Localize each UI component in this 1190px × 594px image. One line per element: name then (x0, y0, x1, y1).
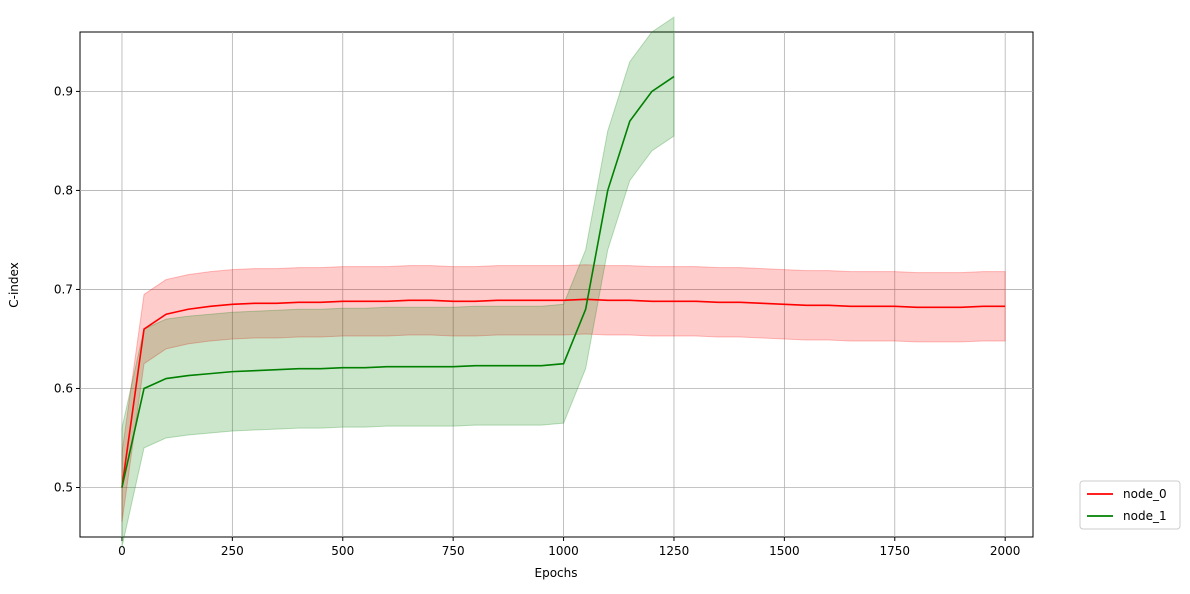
y-tick-label: 0.8 (54, 183, 73, 197)
x-tick-label: 0 (118, 544, 126, 558)
y-axis-label: C-index (7, 262, 21, 308)
x-tick-label: 250 (221, 544, 244, 558)
x-tick-label: 750 (442, 544, 465, 558)
legend-box (1079, 480, 1181, 530)
std-band (121, 16, 675, 548)
x-tick-label: 500 (331, 544, 354, 558)
grid (80, 32, 1033, 537)
x-axis-label: Epochs (535, 566, 578, 580)
line (121, 75, 675, 488)
std-band (121, 264, 1006, 523)
x-tick-label: 1750 (880, 544, 911, 558)
x-tick-label: 1250 (659, 544, 690, 558)
x-tick-label: 1500 (769, 544, 800, 558)
x-tick-label: 1000 (548, 544, 579, 558)
y-tick-label: 0.5 (54, 480, 73, 494)
legend-label: node_1 (1123, 509, 1167, 523)
legend: node_0 node_1 (1079, 480, 1181, 530)
y-tick-label: 0.6 (54, 381, 73, 395)
y-tick-label: 0.7 (54, 282, 73, 296)
line (121, 298, 1006, 488)
plot-frame (79, 31, 1034, 538)
x-tick-label: 2000 (990, 544, 1021, 558)
y-tick-label: 0.9 (54, 84, 73, 98)
legend-label: node_0 (1123, 487, 1167, 501)
